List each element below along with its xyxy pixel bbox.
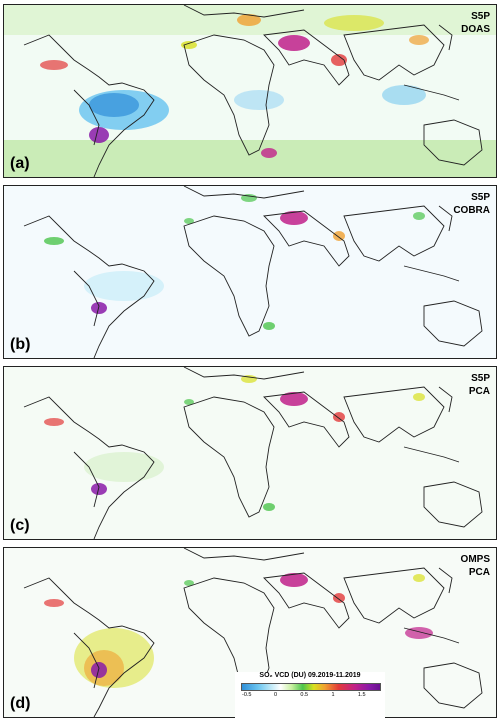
map-panel-c: S5P PCA (c): [3, 366, 497, 540]
colorbar-tick-label: 1.5: [357, 692, 366, 698]
panel-title-b-line2: COBRA: [453, 205, 490, 216]
colorbar-gradient: [241, 683, 381, 691]
panel-label-a: (a): [10, 155, 30, 172]
colorbar-tick-label: 1: [331, 692, 335, 698]
panel-title-c-line2: PCA: [468, 386, 490, 397]
panel-label-c: (c): [10, 517, 30, 534]
panel-title-d: OMPS PCA: [461, 553, 490, 579]
colorbar-tick-label: 0: [273, 692, 278, 698]
panel-title-d-line1: OMPS: [460, 554, 490, 565]
panel-title-d-line2: PCA: [468, 567, 490, 578]
panel-title-a: S5P DOAS: [461, 10, 490, 36]
colorbar-ticks: -0.5 0 0.5 1 1.5: [241, 692, 379, 702]
panel-title-b: S5P COBRA: [453, 191, 490, 217]
panel-label-b: (b): [10, 336, 31, 353]
colorbar-tick-label: 0.5: [300, 692, 309, 698]
panel-title-a-line1: S5P: [471, 11, 490, 22]
colorbar-title: SO₂ VCD (DU) 09.2019-11.2019: [259, 672, 361, 679]
map-panel-b: S5P COBRA (b): [3, 185, 497, 359]
colorbar-tick-label: -0.5: [242, 692, 252, 698]
panel-title-a-line2: DOAS: [461, 24, 490, 35]
map-d: [4, 548, 496, 717]
panel-title-c: S5P PCA: [469, 372, 490, 398]
map-c: [4, 367, 496, 539]
panel-label-d: (d): [10, 695, 31, 712]
map-panel-a: S5P DOAS (a): [3, 4, 497, 178]
colorbar: SO₂ VCD (DU) 09.2019-11.2019 -0.5 0 0.5 1 1.…: [235, 672, 385, 718]
panel-title-b-line1: S5P: [471, 192, 490, 203]
panel-title-c-line1: S5P: [471, 373, 490, 384]
map-a: [4, 5, 496, 177]
map-b: [4, 186, 496, 358]
